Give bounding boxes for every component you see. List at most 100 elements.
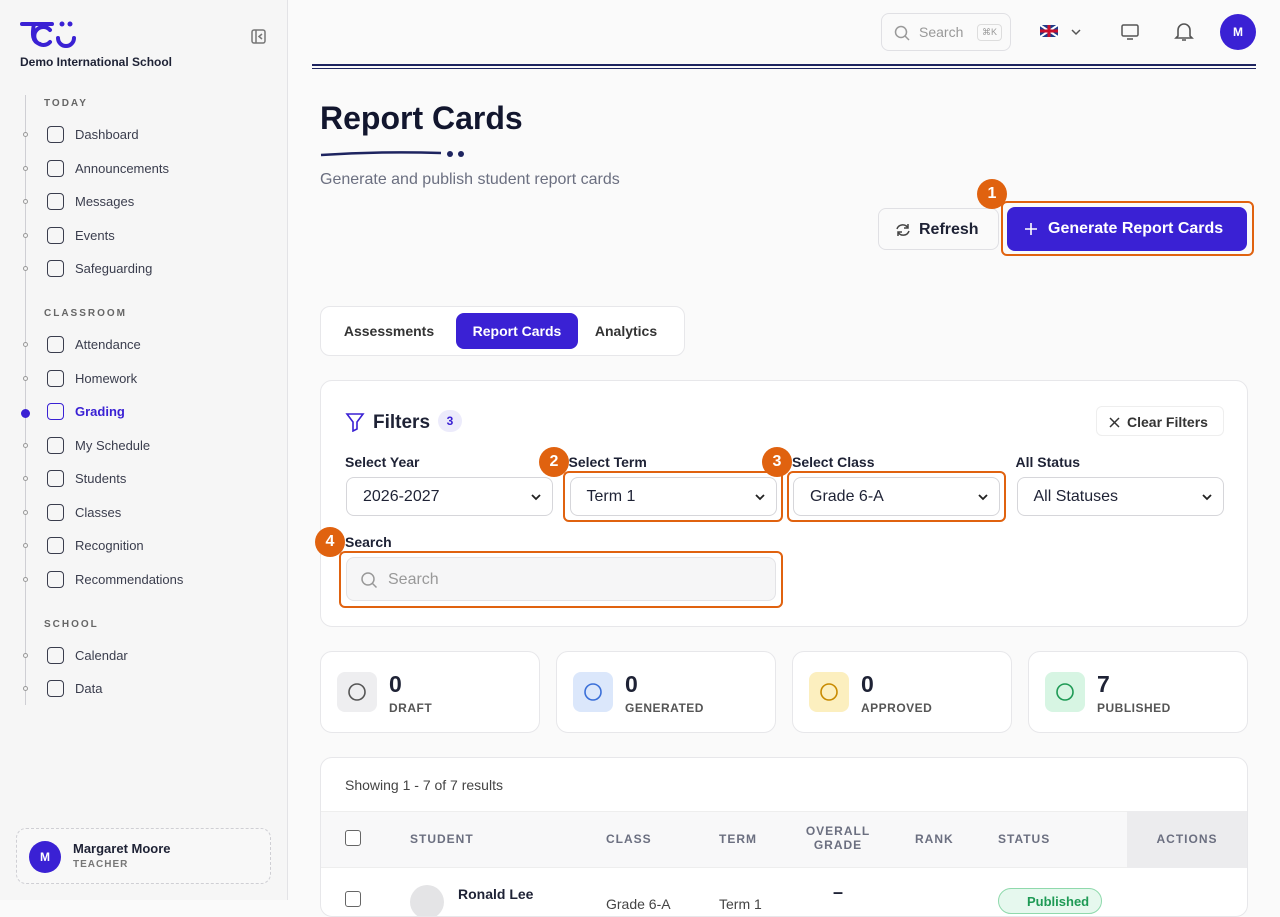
stat-card: 0 DRAFT: [320, 651, 540, 733]
nav-item[interactable]: Homework: [75, 370, 138, 386]
table-header: [321, 811, 1247, 868]
nav-dot: [23, 132, 28, 137]
search-input[interactable]: Search: [346, 557, 776, 601]
generate-button[interactable]: Generate Report Cards: [1007, 207, 1247, 251]
stat-card: 7 PUBLISHED: [1028, 651, 1248, 733]
nav-item[interactable]: Events: [75, 227, 115, 243]
nav-line: [25, 95, 26, 705]
column-header: CLASS: [606, 832, 652, 846]
nav-dot: [23, 442, 28, 448]
nav-dot: [23, 576, 28, 582]
filter-label: Select Year: [345, 454, 420, 470]
notifications[interactable]: [1173, 20, 1195, 42]
collapse-button[interactable]: [251, 29, 267, 45]
tab[interactable]: Assessments: [343, 323, 435, 339]
nav-dot: [23, 509, 28, 515]
column-header: ACTIONS: [1156, 832, 1218, 846]
results-summary: Showing 1 - 7 of 7 results: [345, 777, 503, 793]
column-header: RANK: [915, 832, 954, 846]
avatar[interactable]: M: [1220, 14, 1256, 50]
stat-label: DRAFT: [389, 701, 433, 715]
callout: 2: [539, 447, 569, 477]
nav-icon: [47, 436, 64, 454]
nav-item[interactable]: Recognition: [75, 538, 144, 553]
status-badge: Published: [998, 888, 1103, 914]
term: Term 1: [719, 896, 762, 912]
student-avatar: [410, 885, 444, 916]
nav-item[interactable]: My Schedule: [75, 437, 151, 453]
refresh-button[interactable]: Refresh: [878, 208, 999, 250]
user-card[interactable]: M Margaret Moore TEACHER: [16, 828, 271, 884]
nav-icon: [47, 159, 64, 177]
section-title: SCHOOL: [44, 618, 99, 630]
language-select[interactable]: [1040, 25, 1084, 39]
student-name: Ronald Lee: [458, 886, 534, 902]
filter-value: Term 1: [586, 488, 636, 505]
column-header: STATUS: [998, 832, 1051, 846]
clear-label: Clear Filters: [1127, 414, 1208, 430]
page-title: Report Cards: [320, 100, 523, 136]
nav-icon: [47, 226, 64, 244]
filter-select[interactable]: Term 1: [569, 477, 777, 516]
nav-dot: [23, 266, 28, 271]
nav-item[interactable]: Grading: [75, 404, 125, 419]
column-header: OVERALL GRADE: [805, 824, 871, 852]
nav-icon: [47, 403, 64, 420]
column-header: STUDENT: [410, 832, 474, 846]
divider: [312, 64, 1256, 66]
actions-header-bg: [1127, 811, 1247, 868]
tab[interactable]: Report Cards: [456, 313, 578, 349]
filter-value: All Statuses: [1033, 488, 1118, 505]
nav-dot: [23, 686, 28, 691]
stat-icon: [337, 672, 377, 712]
nav-item[interactable]: Dashboard: [75, 127, 139, 142]
callout: 1: [977, 179, 1007, 209]
row-checkbox[interactable]: [345, 891, 361, 907]
stat-value: 0: [861, 671, 874, 697]
global-search[interactable]: Search ⌘K: [881, 13, 1011, 51]
page-subtitle: Generate and publish student report card…: [320, 171, 620, 188]
filter-value: Grade 6-A: [810, 488, 884, 505]
nav-item[interactable]: Calendar: [75, 647, 128, 663]
sidebar: Demo International School M Margaret Moo…: [0, 0, 288, 900]
nav-item[interactable]: Classes: [75, 504, 122, 520]
search-placeholder: Search: [388, 571, 439, 588]
highlight: [1001, 201, 1254, 256]
nav-item[interactable]: Data: [75, 681, 103, 696]
tab[interactable]: Analytics: [594, 323, 658, 339]
stat-icon: [809, 672, 849, 712]
nav-item[interactable]: Safeguarding: [75, 261, 153, 276]
nav-icon: [47, 260, 64, 277]
stat-value: 7: [1097, 671, 1110, 697]
stat-card: 0 APPROVED: [792, 651, 1012, 733]
nav-item[interactable]: Announcements: [75, 160, 169, 176]
nav-icon: [47, 336, 64, 353]
section-title: TODAY: [44, 98, 88, 109]
nav-dot: [23, 375, 28, 381]
grade: –: [832, 882, 843, 902]
clear-filters[interactable]: Clear Filters: [1096, 406, 1224, 436]
filter-select[interactable]: 2026-2027: [346, 477, 553, 516]
school-name: Demo International School: [20, 55, 173, 69]
nav-item[interactable]: Attendance: [75, 337, 141, 352]
nav-item[interactable]: Messages: [75, 194, 135, 209]
highlight: [787, 471, 1006, 522]
filter-select[interactable]: All Statuses: [1016, 477, 1224, 516]
user-name: Margaret Moore: [73, 841, 171, 856]
select-all[interactable]: [345, 830, 361, 846]
stat-label: PUBLISHED: [1097, 701, 1171, 715]
nav-item[interactable]: Students: [75, 471, 127, 486]
class: Grade 6-A: [606, 896, 671, 912]
filter-label: Select Class: [792, 454, 875, 470]
shortcut: ⌘K: [977, 24, 1003, 41]
user-avatar: M: [29, 841, 61, 873]
filter-label: All Status: [1015, 454, 1081, 470]
filter-select[interactable]: Grade 6-A: [793, 477, 1000, 516]
nav-icon: [47, 680, 64, 697]
filter-value: 2026-2027: [363, 488, 440, 505]
display-button[interactable]: [1121, 23, 1139, 41]
divider: [312, 68, 1256, 69]
nav-dot: [23, 342, 28, 347]
nav-item[interactable]: Recommendations: [75, 571, 184, 587]
